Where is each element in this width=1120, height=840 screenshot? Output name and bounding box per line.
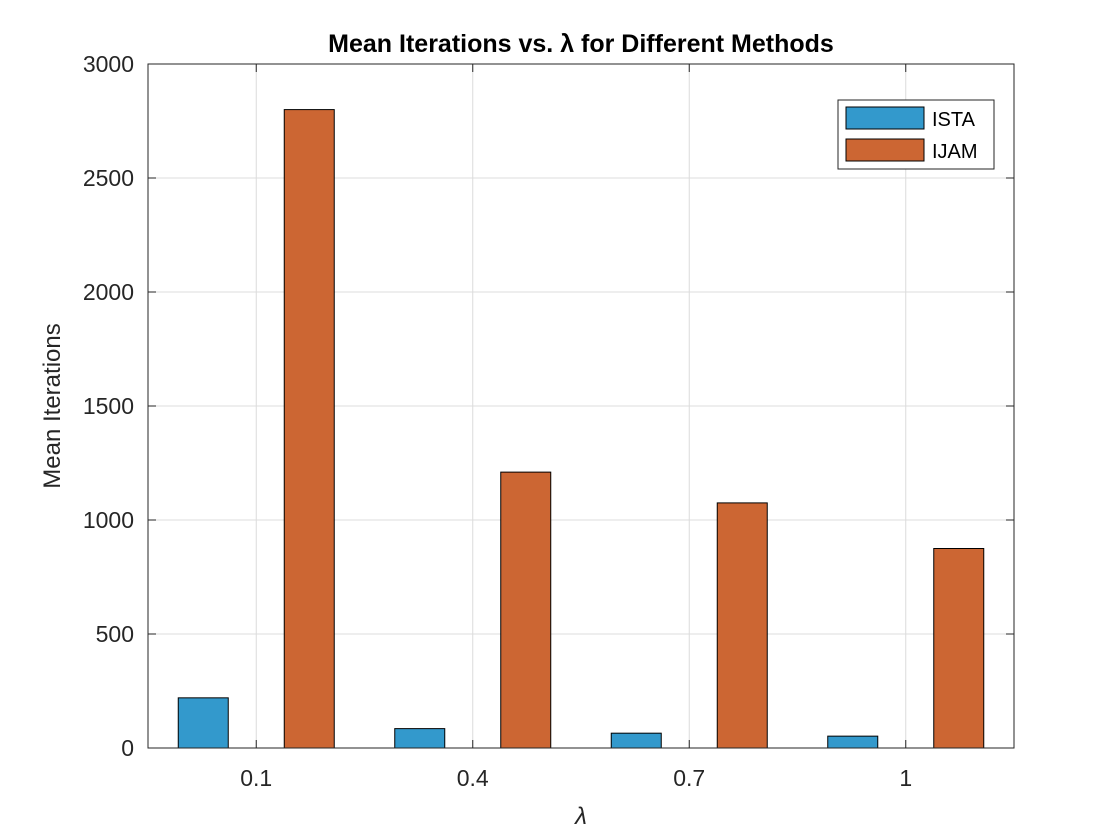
legend-label-ista: ISTA — [932, 109, 976, 131]
bar-ijam-1 — [933, 548, 985, 749]
bars — [177, 109, 985, 749]
axis-ticks — [148, 63, 1014, 749]
x-tick-label: 1 — [899, 765, 912, 791]
legend-swatch-ista — [845, 106, 925, 130]
bar-ijam-0.1 — [283, 109, 335, 749]
y-tick-label: 1000 — [83, 507, 134, 533]
y-tick-label: 3000 — [83, 51, 134, 77]
legend-swatch-ijam — [845, 138, 925, 162]
legend-label-ijam: IJAM — [932, 141, 978, 163]
bar-ista-0.4 — [394, 728, 446, 749]
chart-title: Mean Iterations vs. λ for Different Meth… — [328, 30, 834, 58]
x-tick-label: 0.4 — [457, 765, 489, 791]
bar-ista-1 — [827, 735, 879, 749]
bar-ijam-0.4 — [500, 471, 552, 749]
y-tick-label: 1500 — [83, 393, 134, 419]
y-axis-label: Mean Iterations — [39, 323, 66, 488]
y-tick-label: 0 — [121, 735, 134, 761]
y-tick-labels: 0 500 1000 1500 2000 2500 3000 — [83, 51, 134, 761]
x-axis-label: λ — [573, 803, 587, 830]
bar-ista-0.7 — [610, 732, 662, 749]
x-tick-labels: 0.1 0.4 0.7 1 — [240, 765, 912, 791]
x-tick-label: 0.1 — [240, 765, 272, 791]
x-tick-label: 0.7 — [673, 765, 705, 791]
legend: ISTA IJAM — [837, 99, 995, 170]
y-tick-label: 2500 — [83, 165, 134, 191]
y-tick-label: 2000 — [83, 279, 134, 305]
y-tick-label: 500 — [96, 621, 134, 647]
bar-ijam-0.7 — [716, 502, 768, 749]
bar-ista-0.1 — [177, 697, 229, 749]
